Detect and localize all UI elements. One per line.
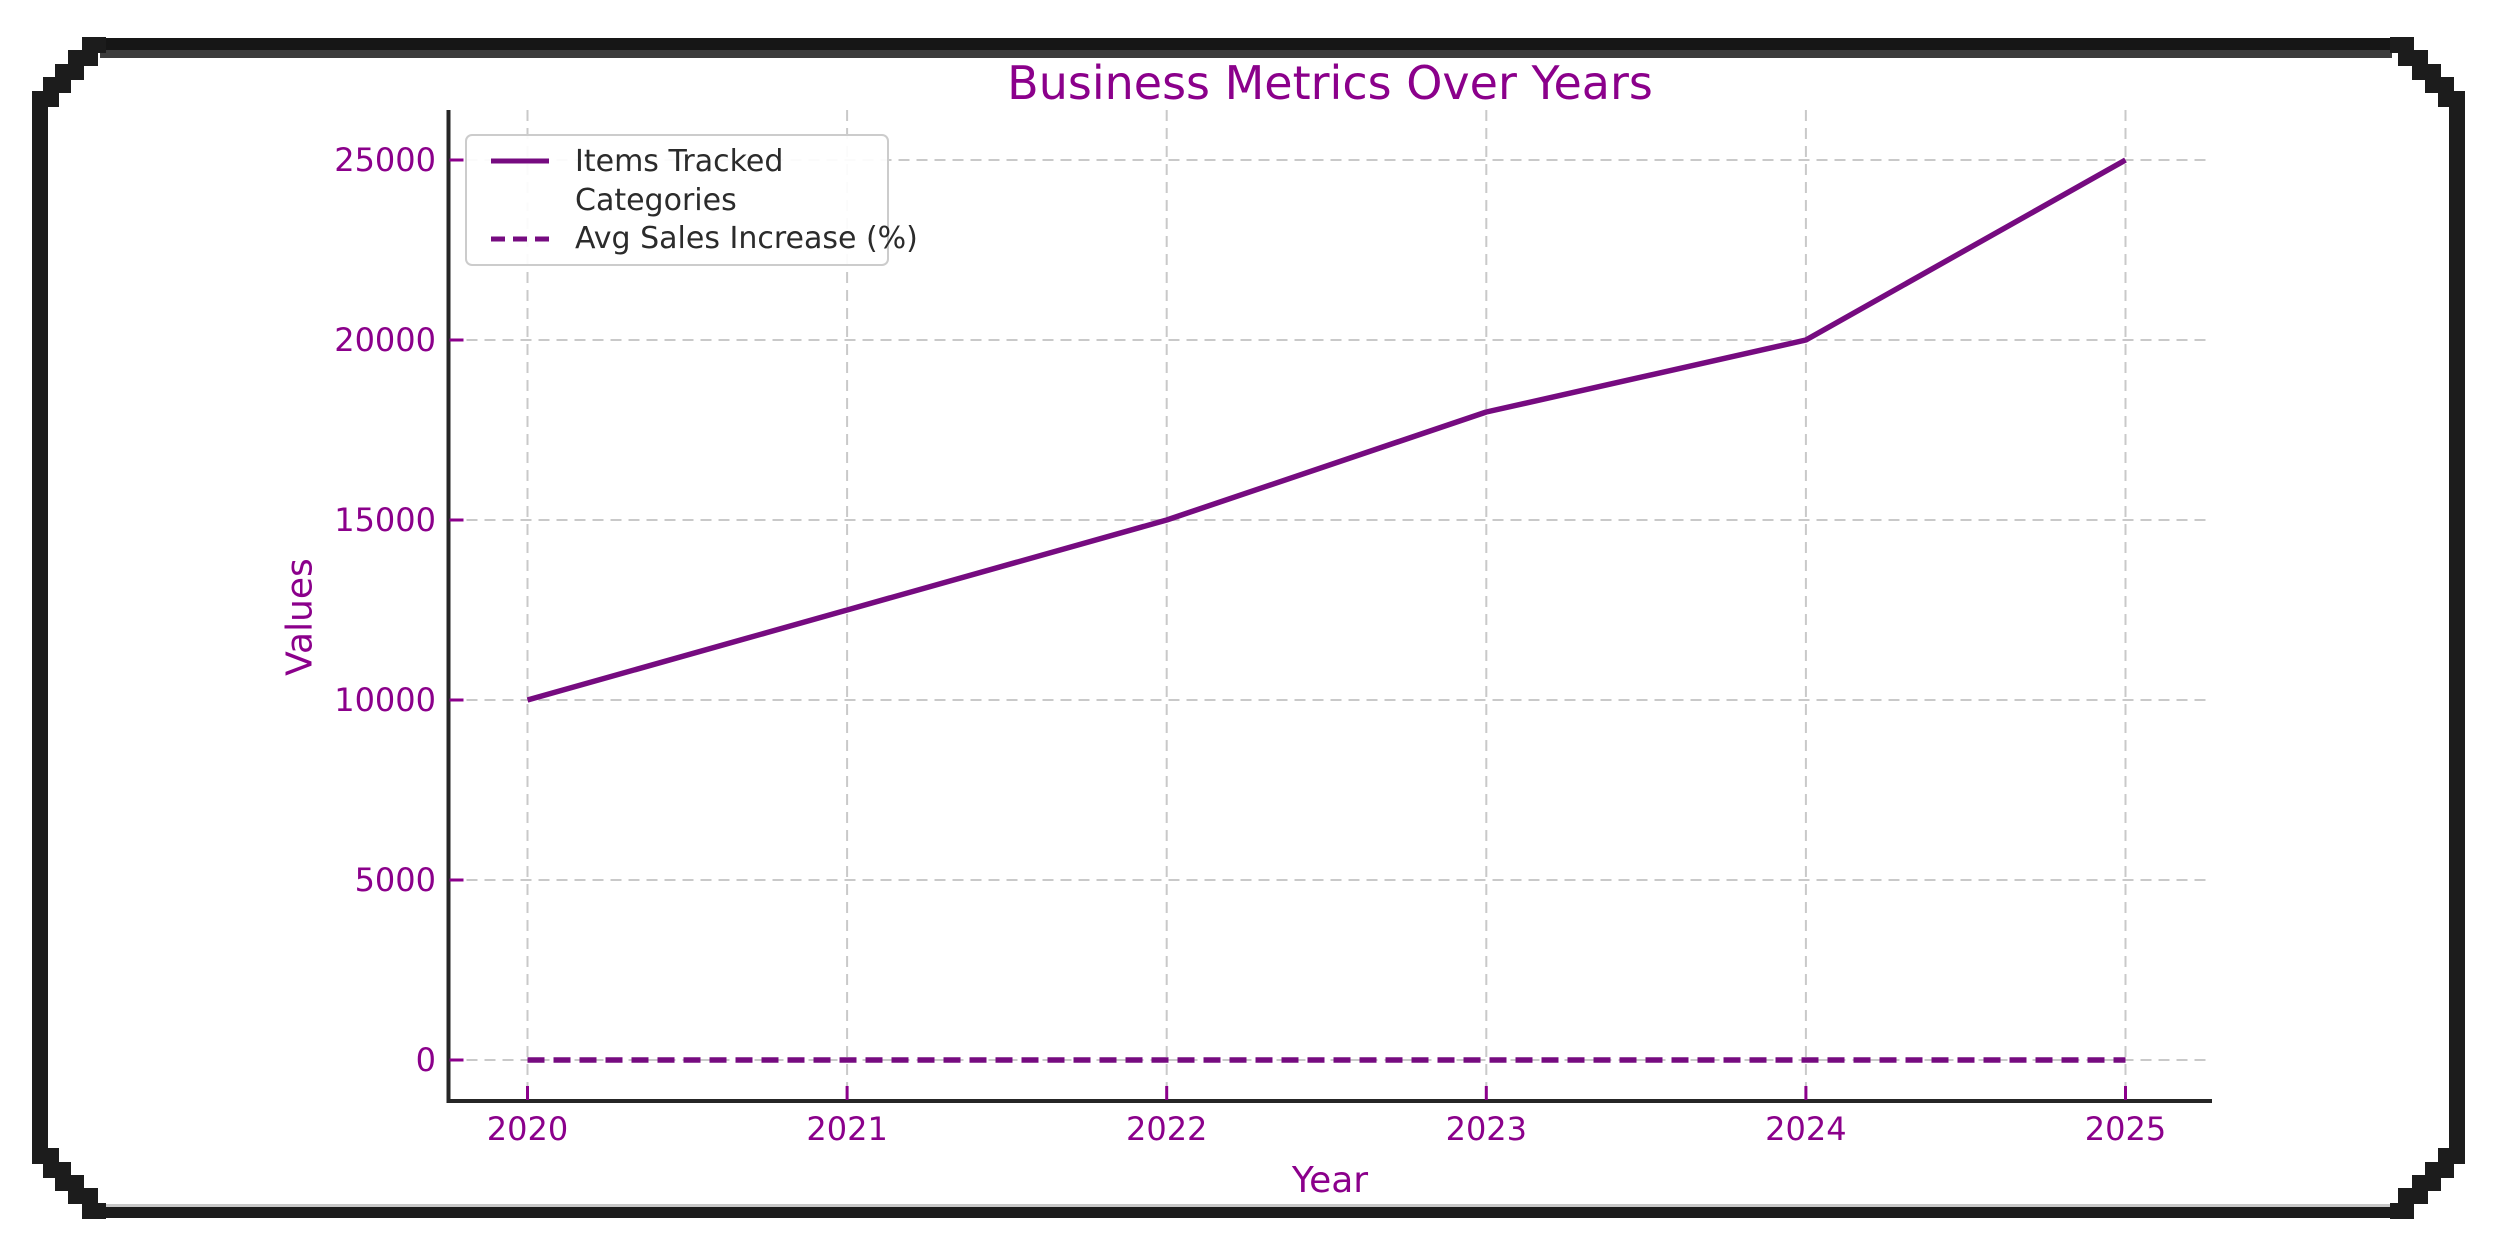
legend-box: Items Tracked Categories Avg Sales Increas… (465, 134, 918, 266)
y-tick-label: 0 (416, 1041, 436, 1079)
series-line-items-tracked (526, 157, 2127, 703)
frame-corner-top-right (2390, 37, 2465, 120)
legend-row: Categories (489, 181, 877, 220)
axis-ticks (449, 158, 2127, 1100)
x-tick-label: 2022 (1126, 1110, 1207, 1148)
legend-swatch-solid-line-icon (491, 158, 549, 164)
axes-spines (446, 110, 2212, 1103)
y-tick-label: 25000 (334, 141, 436, 179)
legend-row: Avg Sales Increase (%) (489, 219, 918, 258)
x-tick-label: 2023 (1446, 1110, 1527, 1148)
x-tick-label: 2020 (487, 1110, 568, 1148)
y-tick-label: 5000 (355, 861, 436, 899)
x-tick-label: 2024 (1765, 1110, 1846, 1148)
legend-label: Items Tracked (575, 143, 784, 179)
legend-label: Avg Sales Increase (%) (575, 221, 918, 257)
decorative-frame (32, 37, 2465, 1219)
x-tick-label: 2025 (2085, 1110, 2166, 1148)
y-tick-label: 20000 (334, 321, 436, 359)
y-tick-label: 15000 (334, 501, 436, 539)
y-tick-label: 10000 (334, 681, 436, 719)
legend-swatch-dashed-line-icon (491, 236, 549, 242)
chart-title: Business Metrics Over Years (1007, 56, 1653, 110)
x-axis-label: Year (1291, 1160, 1368, 1201)
tick-labels: 2020 2021 2022 2023 2024 2025 0 5000 10000 15000 2… (334, 141, 2166, 1148)
legend-label: Categories (575, 182, 737, 218)
y-axis-label: Values (280, 558, 321, 676)
frame-corner-bottom-left (32, 1136, 106, 1219)
x-tick-label: 2021 (806, 1110, 887, 1148)
data-series (526, 157, 2127, 1063)
frame-corner-bottom-right (2390, 1136, 2465, 1219)
legend-swatch-solid-line-icon (491, 197, 549, 203)
frame-corner-top-left (32, 37, 106, 120)
legend-row: Items Tracked (489, 142, 877, 181)
